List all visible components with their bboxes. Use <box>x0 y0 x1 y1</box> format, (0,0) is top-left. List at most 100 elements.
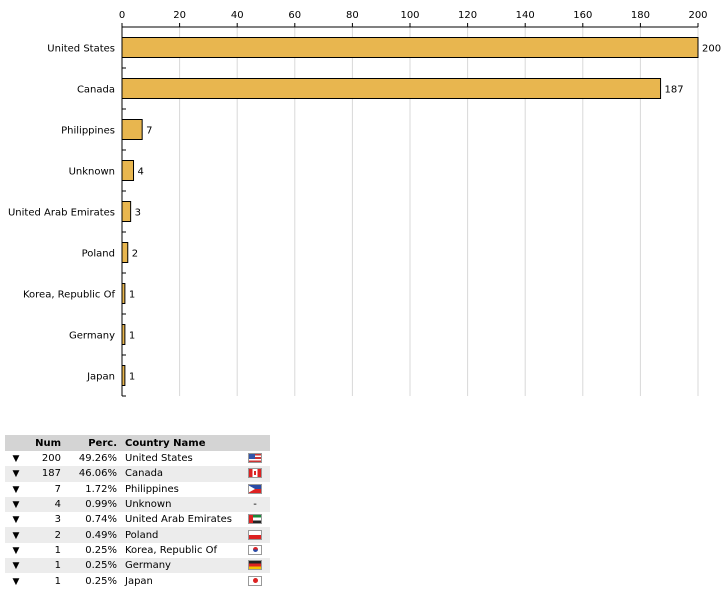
x-tick-label: 120 <box>458 10 477 21</box>
data-label: 200 <box>702 44 721 55</box>
x-tick-label: 80 <box>346 10 359 21</box>
sort-arrow-icon[interactable]: ▼ <box>12 515 20 526</box>
x-tick-label: 40 <box>231 10 244 21</box>
category-label: United States <box>47 44 115 55</box>
ae-flag-icon <box>248 514 262 525</box>
country-stats-table: Num Perc. Country Name ▼ 200 49.26% United … <box>5 435 270 589</box>
category-label: Poland <box>82 249 115 260</box>
row-flag <box>240 558 270 574</box>
row-flag <box>240 573 270 588</box>
sort-arrow-icon[interactable]: ▼ <box>5 496 27 513</box>
row-num: 1 <box>54 575 61 587</box>
sort-arrow-icon[interactable]: ▼ <box>5 558 27 574</box>
bar <box>121 283 126 304</box>
jp-flag-icon <box>248 575 262 586</box>
x-tick-label: 200 <box>688 10 707 21</box>
data-label: 1 <box>129 372 135 383</box>
sort-arrow-icon[interactable]: ▼ <box>12 576 20 587</box>
table-row: ▼ 4 0.99% Unknown - <box>5 496 270 513</box>
ca-flag-icon <box>248 468 262 479</box>
row-country-name: United States <box>125 453 193 465</box>
category-label: United Arab Emirates <box>8 208 115 219</box>
row-country-name: Philippines <box>125 483 179 495</box>
header-flag <box>240 435 270 451</box>
bar <box>121 201 132 222</box>
data-label: 1 <box>129 290 135 301</box>
bar <box>121 365 126 386</box>
row-num: 4 <box>27 496 65 513</box>
bar-chart: 0 20 40 60 80 100 120 140 160 180 200 United States… <box>8 10 721 397</box>
sort-arrow-icon[interactable]: ▼ <box>12 545 20 556</box>
sort-arrow-icon[interactable]: ▼ <box>12 454 20 465</box>
data-label: 187 <box>665 85 684 96</box>
table-row: ▼ 2 0.49% Poland <box>5 527 270 543</box>
row-flag: - <box>240 496 270 513</box>
table-row: ▼ 3 0.74% United Arab Emirates <box>5 512 270 527</box>
row-num: 7 <box>54 483 61 495</box>
category-label: Unknown <box>69 167 115 178</box>
row-num: 2 <box>27 527 65 543</box>
row-flag <box>240 466 270 482</box>
row-perc: 0.49% <box>65 527 121 543</box>
de-flag-icon <box>248 560 262 571</box>
sort-arrow-icon[interactable]: ▼ <box>5 527 27 543</box>
bar <box>121 37 699 58</box>
x-tick-label: 60 <box>288 10 301 21</box>
table-header-row: Num Perc. Country Name <box>5 435 270 451</box>
kr-flag-icon <box>248 544 262 555</box>
table-row: ▼ 1 0.25% Japan <box>5 573 270 588</box>
row-country-name: Korea, Republic Of <box>125 544 218 556</box>
bar <box>121 324 126 345</box>
table-row: ▼ 200 49.26% United States <box>5 451 270 466</box>
sort-arrow-icon[interactable]: ▼ <box>12 484 20 495</box>
bar <box>121 119 143 140</box>
x-tick-label: 180 <box>631 10 650 21</box>
row-perc: 0.25% <box>85 575 117 587</box>
pl-flag-icon <box>248 529 262 540</box>
category-label: Korea, Republic Of <box>23 290 115 301</box>
row-perc: 0.25% <box>65 558 121 574</box>
row-flag <box>240 543 270 558</box>
row-country-name: Japan <box>125 575 153 587</box>
row-flag <box>240 527 270 543</box>
row-num: 1 <box>27 558 65 574</box>
row-perc: 46.06% <box>65 466 121 482</box>
row-flag <box>240 482 270 497</box>
data-label: 4 <box>138 167 144 178</box>
table-row: ▼ 7 1.72% Philippines <box>5 482 270 497</box>
row-perc: 1.72% <box>85 483 117 495</box>
row-num: 3 <box>54 514 61 526</box>
header-country-name[interactable]: Country Name <box>121 435 240 451</box>
table-row: ▼ 1 0.25% Germany <box>5 558 270 574</box>
row-country-name: Unknown <box>121 496 240 513</box>
row-num: 200 <box>41 453 61 465</box>
data-label: 7 <box>146 126 152 137</box>
data-label: 3 <box>135 208 141 219</box>
data-label: 2 <box>132 249 138 260</box>
row-country-name: Canada <box>121 466 240 482</box>
category-label: Philippines <box>61 126 115 137</box>
row-perc: 49.26% <box>78 453 117 465</box>
row-flag <box>240 512 270 527</box>
header-arrow <box>5 435 27 451</box>
row-perc: 0.99% <box>65 496 121 513</box>
bar <box>121 78 662 99</box>
x-tick-label: 100 <box>400 10 419 21</box>
x-tick-label: 140 <box>516 10 535 21</box>
category-label: Japan <box>86 372 115 383</box>
row-country-name: United Arab Emirates <box>125 514 233 526</box>
header-perc[interactable]: Perc. <box>65 435 121 451</box>
x-tick-label: 160 <box>573 10 592 21</box>
table-row: ▼ 1 0.25% Korea, Republic Of <box>5 543 270 558</box>
row-perc: 0.74% <box>85 514 117 526</box>
row-flag <box>240 451 270 466</box>
table-row: ▼ 187 46.06% Canada <box>5 466 270 482</box>
sort-arrow-icon[interactable]: ▼ <box>5 466 27 482</box>
row-num: 1 <box>54 544 61 556</box>
category-label: Canada <box>77 85 115 96</box>
header-num[interactable]: Num <box>27 435 65 451</box>
x-tick-label: 0 <box>119 10 125 21</box>
no-flag-icon: - <box>253 498 257 510</box>
row-country-name: Germany <box>121 558 240 574</box>
bar <box>121 160 135 181</box>
